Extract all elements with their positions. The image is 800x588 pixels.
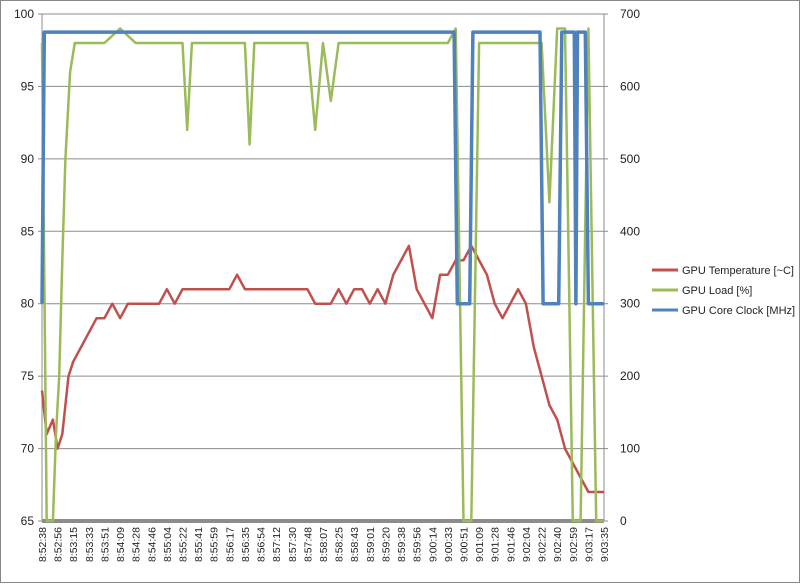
- x-tick-label: 8:57:12: [271, 527, 283, 562]
- x-tick-label: 8:54:28: [131, 527, 143, 562]
- x-tick-label: 9:00:51: [459, 527, 471, 562]
- x-tick-label: 9:00:33: [443, 527, 455, 562]
- x-tick-label: 8:59:56: [412, 527, 424, 562]
- x-tick-label: 8:59:01: [365, 527, 377, 562]
- x-tick-label: 8:57:30: [287, 527, 299, 562]
- x-tick-label: 8:58:43: [349, 527, 361, 562]
- series-gpu-load: [40, 27, 604, 523]
- x-tick-label: 8:59:20: [380, 527, 392, 562]
- y-right-tick-label: 200: [620, 369, 640, 383]
- x-tick-label: 8:54:09: [115, 527, 127, 562]
- x-axis: [42, 519, 604, 523]
- x-tick-label: 9:01:46: [505, 527, 517, 562]
- x-tick-label: 9:03:35: [599, 527, 611, 562]
- legend-label: GPU Core Clock [MHz]: [682, 305, 795, 317]
- x-tick-label: 8:57:48: [302, 527, 314, 562]
- x-tick-label: 9:02:04: [521, 527, 533, 562]
- x-tick-label: 8:58:07: [318, 527, 330, 562]
- x-tick-label: 8:56:54: [256, 527, 268, 562]
- y-right-tick-label: 600: [620, 79, 640, 93]
- y-right-tick-label: 100: [620, 442, 640, 456]
- x-tick-label: 9:00:14: [427, 527, 439, 562]
- x-tick-label: 9:03:17: [583, 527, 595, 562]
- y-left-tick-label: 65: [21, 514, 35, 528]
- x-tick-label: 9:01:28: [490, 527, 502, 562]
- x-tick-label: 8:52:38: [37, 527, 49, 562]
- x-tick-label: 8:54:46: [146, 527, 158, 562]
- x-tick-label: 8:55:04: [162, 527, 174, 562]
- y-left-tick-label: 70: [21, 442, 35, 456]
- series-gpu-temperature-c: [40, 244, 604, 494]
- x-tick-label: 8:53:51: [99, 527, 111, 562]
- x-tick-label: 9:01:09: [474, 527, 486, 562]
- x-tick-label: 8:56:35: [240, 527, 252, 562]
- y-left-tick-label: 80: [21, 297, 35, 311]
- y-left-tick-label: 90: [21, 152, 35, 166]
- x-tick-label: 8:58:25: [334, 527, 346, 562]
- x-tick-label: 8:53:33: [84, 527, 96, 562]
- y-right-tick-label: 0: [620, 514, 627, 528]
- x-tick-label: 8:59:38: [396, 527, 408, 562]
- y-right-tick-label: 400: [620, 224, 640, 238]
- y-left-tick-label: 100: [14, 7, 34, 21]
- x-tick-label: 8:55:41: [193, 527, 205, 562]
- x-tick-label: 8:52:56: [53, 527, 65, 562]
- x-tick-label: 8:53:15: [68, 527, 80, 562]
- y-left-tick-label: 75: [21, 369, 35, 383]
- x-tick-label: 8:55:22: [178, 527, 190, 562]
- y-right-tick-label: 300: [620, 297, 640, 311]
- x-tick-label: 8:56:17: [224, 527, 236, 562]
- x-tick-label: 9:02:40: [552, 527, 564, 562]
- y-left-tick-label: 95: [21, 79, 35, 93]
- series-gpu-core-clock-mhz: [40, 30, 604, 306]
- x-tick-label: 9:02:59: [568, 527, 580, 562]
- y-right-tick-label: 500: [620, 152, 640, 166]
- y-left-tick-label: 85: [21, 224, 35, 238]
- legend-label: GPU Load [%]: [682, 285, 752, 297]
- x-tick-label: 9:02:22: [537, 527, 549, 562]
- y-right-tick-label: 700: [620, 7, 640, 21]
- legend-label: GPU Temperature [~C]: [682, 265, 794, 277]
- x-tick-label: 8:55:59: [209, 527, 221, 562]
